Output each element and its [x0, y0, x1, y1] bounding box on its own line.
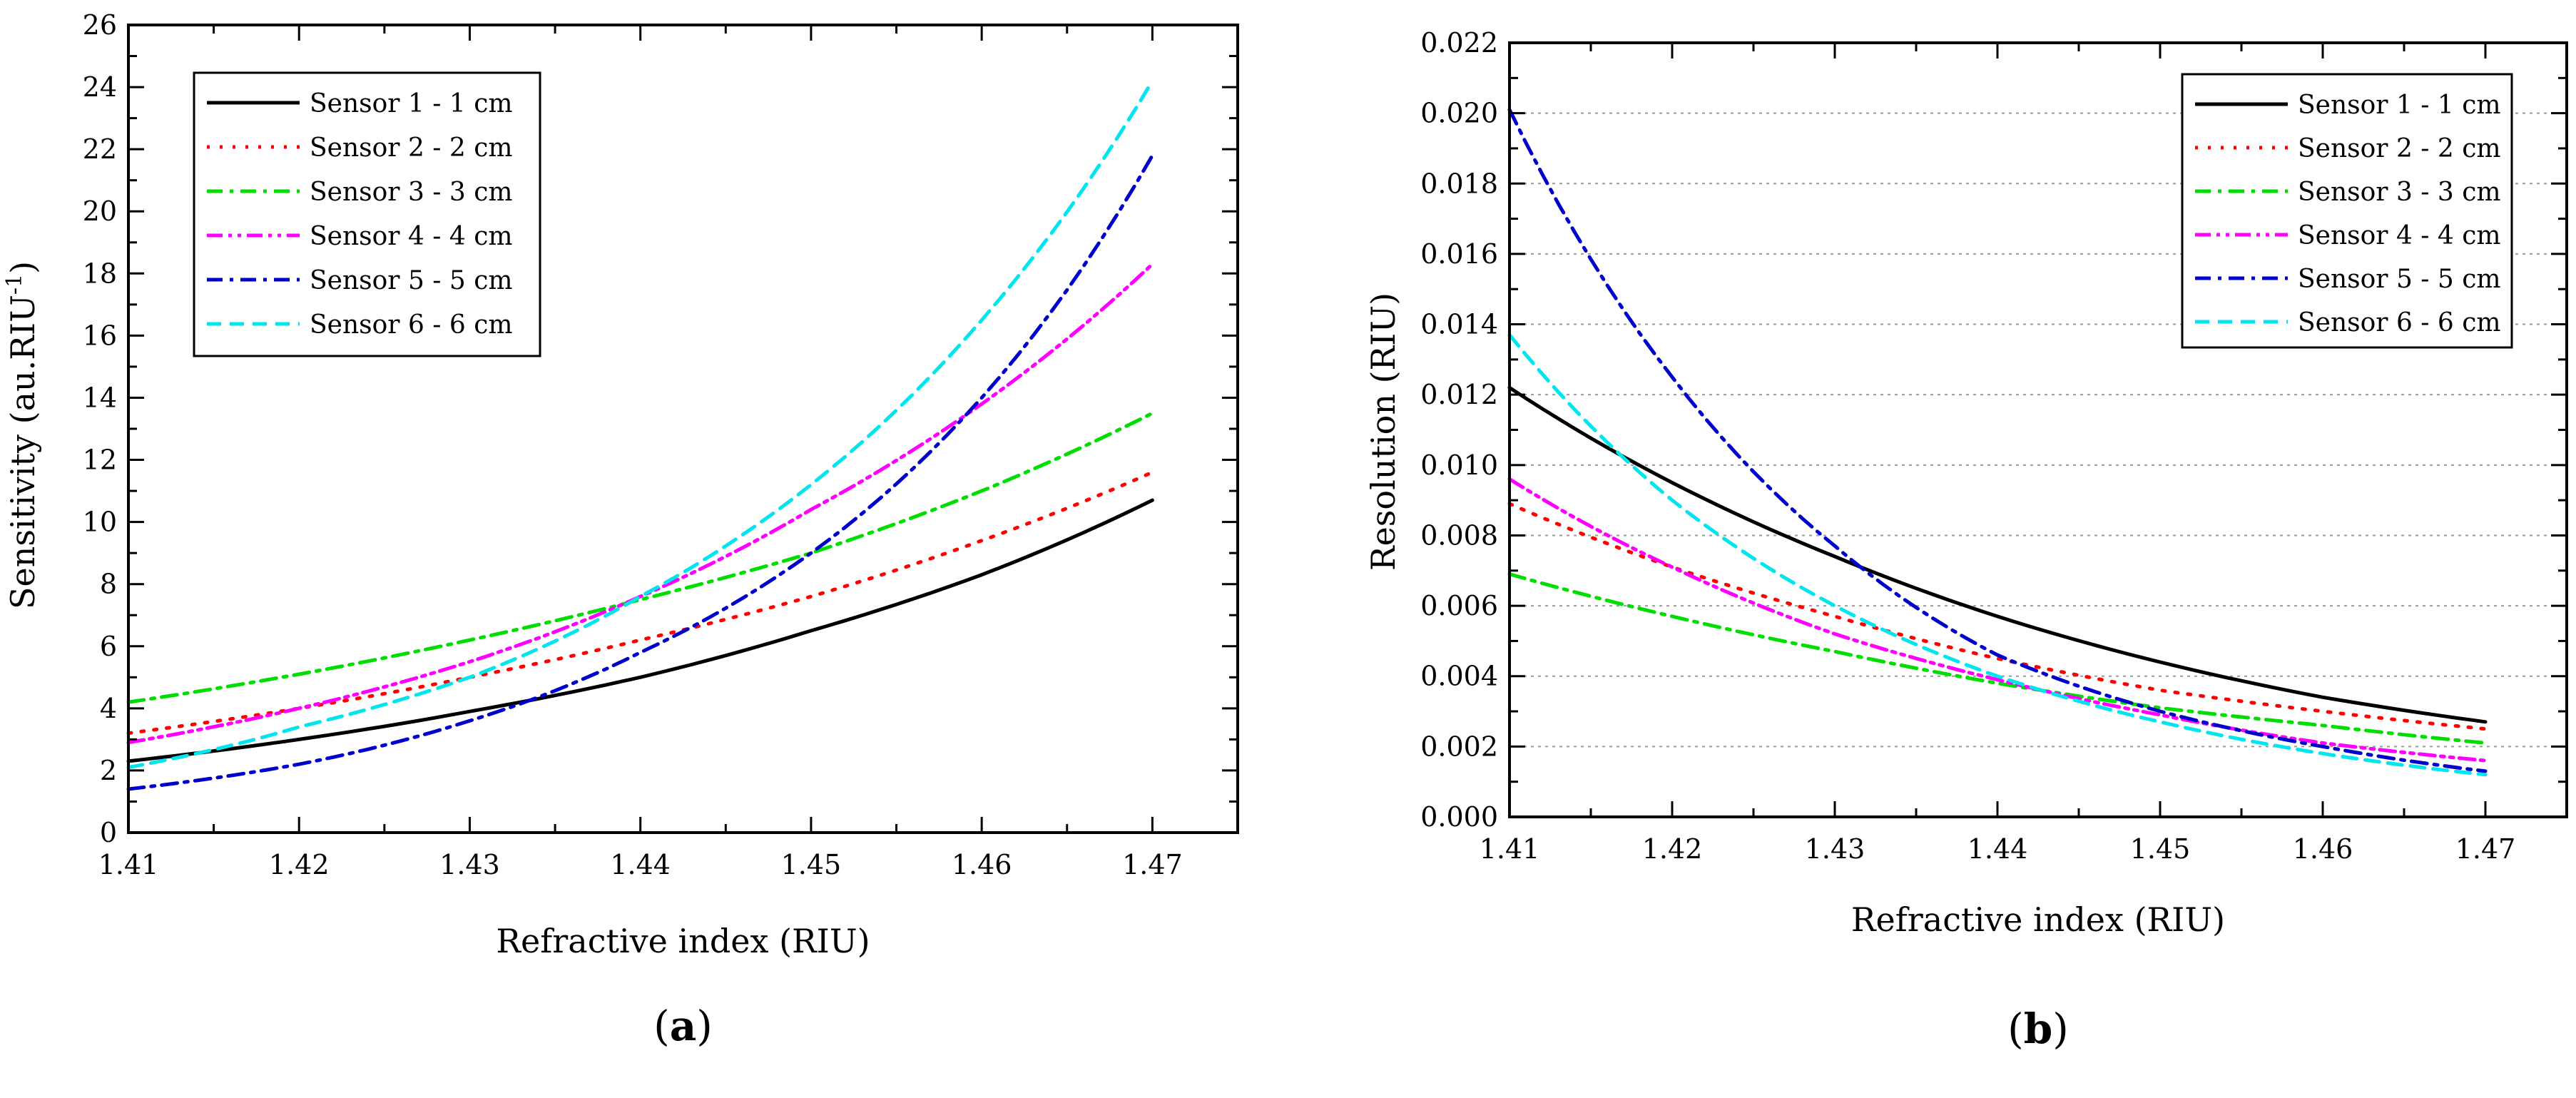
y-tick-label: 4 [100, 693, 117, 724]
x-tick-label: 1.43 [439, 849, 500, 880]
y-tick-label: 14 [83, 382, 117, 413]
series-line-1 [1507, 385, 2488, 724]
panel-label-close: ) [696, 1002, 713, 1050]
x-tick-label: 1.43 [1805, 833, 1865, 865]
x-tick-label: 1.46 [952, 849, 1012, 880]
y-tick-label: 0.012 [1420, 379, 1498, 410]
y-tick-label: 0.016 [1420, 238, 1498, 270]
x-tick-label: 1.45 [781, 849, 842, 880]
y-tick-label: 2 [100, 755, 117, 786]
panel-label-close: ) [2052, 1005, 2069, 1053]
legend-label-6: Sensor 6 - 6 cm [310, 310, 513, 340]
y-axis-label: Resolution (RIU) [1364, 293, 1402, 571]
y-axis-label-main: Resolution (RIU) [1364, 293, 1402, 571]
x-tick-label: 1.44 [610, 849, 671, 880]
panel-label-letter: a [670, 1002, 697, 1050]
legend-label-2: Sensor 2 - 2 cm [2298, 134, 2501, 163]
series-line-3 [1507, 572, 2488, 745]
legend-label-1: Sensor 1 - 1 cm [2298, 91, 2501, 120]
x-axis-label: Refractive index (RIU) [1851, 900, 2225, 939]
panel-label-letter: b [2024, 1005, 2053, 1053]
y-tick-label: 0.014 [1420, 309, 1498, 340]
x-axis-label: Refractive index (RIU) [496, 922, 870, 960]
x-tick-label: 1.41 [98, 849, 159, 880]
y-tick-label: 22 [83, 133, 117, 165]
series-line-2 [1507, 502, 2488, 731]
series-line-6 [126, 78, 1154, 770]
y-axis-label-superscript: -1 [2, 274, 27, 295]
panel-label-open: ( [2007, 1005, 2024, 1053]
x-tick-label: 1.47 [1122, 849, 1183, 880]
legend-label-5: Sensor 5 - 5 cm [2298, 265, 2501, 294]
legend-label-5: Sensor 5 - 5 cm [310, 266, 513, 295]
legend-label-3: Sensor 3 - 3 cm [2298, 178, 2501, 207]
y-tick-label: 0 [100, 817, 117, 848]
legend-label-4: Sensor 4 - 4 cm [310, 222, 513, 251]
y-tick-label: 26 [83, 9, 117, 41]
legend-box [2181, 73, 2513, 349]
series-line-6 [1507, 332, 2488, 777]
legend-box [193, 71, 541, 357]
series-line-1 [126, 498, 1154, 763]
x-tick-label: 1.47 [2455, 833, 2516, 865]
series-line-4 [126, 262, 1154, 745]
x-tick-label: 1.41 [1480, 833, 1540, 865]
y-tick-label: 0.004 [1420, 661, 1498, 692]
y-tick-label: 0.022 [1420, 27, 1498, 59]
y-tick-label: 0.018 [1420, 168, 1498, 199]
y-tick-label: 0.002 [1420, 731, 1498, 762]
y-tick-label: 16 [83, 320, 117, 351]
x-tick-label: 1.42 [1642, 833, 1703, 865]
x-tick-label: 1.45 [2130, 833, 2191, 865]
legend-label-3: Sensor 3 - 3 cm [310, 178, 513, 207]
y-tick-label: 6 [100, 631, 117, 662]
y-tick-label: 18 [83, 258, 117, 289]
y-tick-label: 8 [100, 569, 117, 600]
y-tick-label: 24 [83, 71, 117, 103]
chart-panel-a: 1.41 1.42 1.43 1.44 1.45 1.46 1.47024681012141… [2, 9, 1239, 1050]
series-line-3 [126, 411, 1154, 704]
y-axis-label-suffix: ) [4, 261, 42, 274]
y-tick-label: 0.006 [1420, 590, 1498, 621]
series-line-5 [126, 153, 1154, 791]
y-tick-label: 0.008 [1420, 519, 1498, 551]
panel-label: (b) [2007, 1005, 2069, 1053]
x-tick-label: 1.42 [269, 849, 330, 880]
y-tick-label: 0.000 [1420, 801, 1498, 833]
legend-label-6: Sensor 6 - 6 cm [2298, 308, 2501, 337]
y-tick-label: 10 [83, 507, 117, 538]
chart-panel-b: 1.41 1.42 1.43 1.44 1.45 1.46 1.47 0.000 0.002 0.… [1364, 27, 2568, 1053]
series-line-5 [1507, 108, 2488, 773]
y-axis-label: Sensitivity (au.RIU-1) [2, 261, 42, 609]
series-line-4 [1507, 477, 2488, 763]
y-tick-label: 12 [83, 444, 117, 476]
series-line-2 [126, 470, 1154, 736]
y-axis-label-main: Sensitivity (au.RIU [4, 295, 42, 609]
x-tick-label: 1.46 [2293, 833, 2353, 865]
y-tick-label: 0.010 [1420, 449, 1498, 481]
legend-label-1: Sensor 1 - 1 cm [310, 89, 513, 118]
x-tick-label: 1.44 [1967, 833, 2028, 865]
legend-label-2: Sensor 2 - 2 cm [310, 133, 513, 163]
panel-label-open: ( [653, 1002, 670, 1050]
y-tick-label: 20 [83, 195, 117, 227]
legend-label-4: Sensor 4 - 4 cm [2298, 221, 2501, 250]
y-tick-label: 0.020 [1420, 98, 1498, 129]
panel-label: (a) [653, 1002, 713, 1050]
